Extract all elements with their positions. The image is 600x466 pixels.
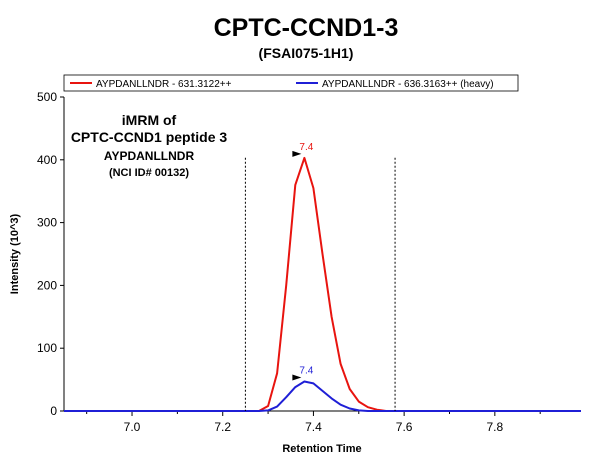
chart-subtitle: (FSAI075-1H1) bbox=[259, 45, 354, 61]
x-tick-label: 7.4 bbox=[305, 420, 322, 434]
x-axis-title: Retention Time bbox=[282, 443, 361, 455]
series-line-2 bbox=[64, 380, 581, 412]
y-tick-label: 200 bbox=[37, 278, 57, 292]
x-tick-label: 7.0 bbox=[124, 420, 141, 434]
y-tick-label: 100 bbox=[37, 341, 57, 355]
marks-layer: 7.4 7.4 bbox=[244, 142, 396, 411]
legend-label-series-1: AYPDANLLNDR - 631.3122++ bbox=[96, 79, 232, 90]
plot-area: 0 100 200 300 400 500 7.0 7.2 7.4 7.6 7.8 bbox=[37, 90, 581, 434]
peak-label-series-1: 7.4 bbox=[299, 142, 313, 153]
y-tick-label: 0 bbox=[50, 404, 57, 418]
peak-apex-marker bbox=[292, 150, 302, 157]
x-tick-label: 7.6 bbox=[396, 420, 413, 434]
chart-legend: AYPDANLLNDR - 631.3122++ AYPDANLLNDR - 6… bbox=[63, 74, 519, 92]
annotation-line-4: (NCI ID# 00132) bbox=[109, 167, 189, 179]
peak-label-series-2: 7.4 bbox=[299, 365, 313, 376]
peak-apex-marker bbox=[292, 374, 302, 381]
annotation-line-2: CPTC-CCND1 peptide 3 bbox=[71, 129, 228, 145]
chart-annotation: iMRM of CPTC-CCND1 peptide 3 AYPDANLLNDR… bbox=[71, 112, 228, 179]
y-tick-label: 300 bbox=[37, 216, 57, 230]
y-tick-label: 500 bbox=[37, 90, 57, 104]
legend-box bbox=[63, 74, 519, 92]
y-axis-title: Intensity (10^3) bbox=[9, 213, 21, 294]
annotation-line-1: iMRM of bbox=[122, 112, 177, 128]
x-tick-label: 7.8 bbox=[486, 420, 503, 434]
x-tick-label: 7.2 bbox=[214, 420, 231, 434]
y-tick-label: 400 bbox=[37, 153, 57, 167]
annotation-line-3: AYPDANLLNDR bbox=[104, 149, 195, 163]
legend-label-series-2: AYPDANLLNDR - 636.3163++ (heavy) bbox=[322, 79, 494, 90]
series-line-1 bbox=[64, 156, 581, 412]
series-layer bbox=[64, 156, 581, 412]
chart-title: CPTC-CCND1-3 bbox=[214, 14, 399, 42]
